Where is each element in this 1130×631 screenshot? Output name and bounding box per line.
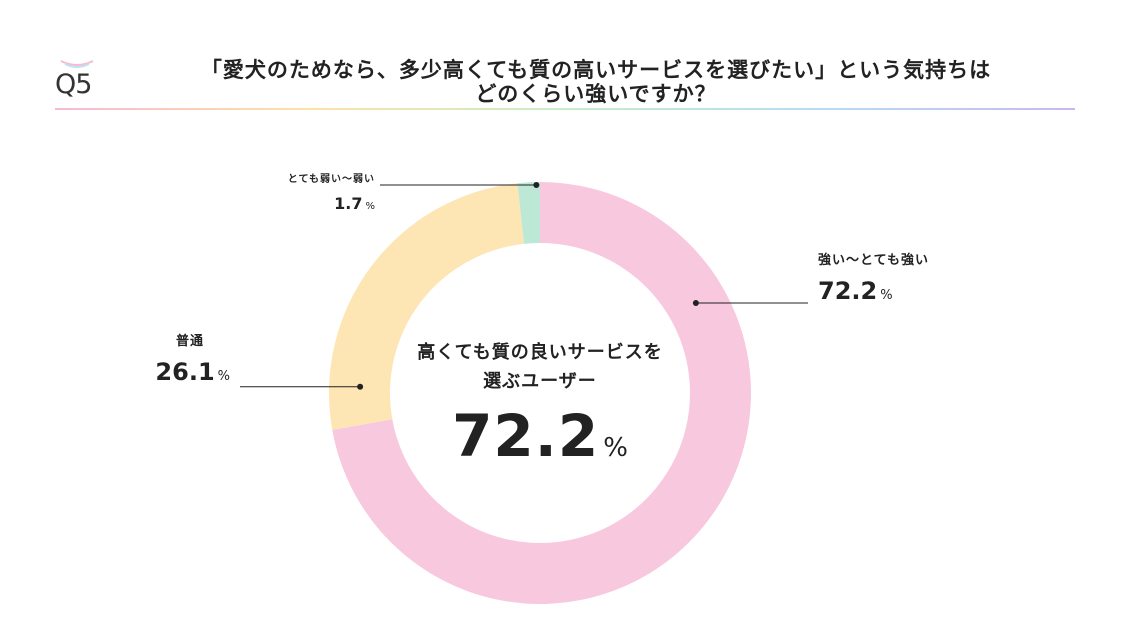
donut-slice-weak	[517, 182, 540, 244]
slice-name-neutral: 普通	[175, 334, 204, 349]
question-header: Q5 「愛犬のためなら、多少高くても質の高いサービスを選びたい」という気持ちは …	[55, 55, 1075, 111]
question-title-line2: どのくらい強いですか？	[475, 82, 717, 106]
slice-value-strong: 72.2%	[818, 277, 929, 305]
center-value-unit: %	[603, 433, 628, 463]
leader-dot-weak	[533, 182, 540, 189]
slice-number-neutral: 26.1	[155, 358, 215, 386]
slice-name-strong: 強い～とても強い	[818, 253, 929, 268]
question-title: 「愛犬のためなら、多少高くても質の高いサービスを選びたい」という気持ちは どのく…	[117, 58, 1075, 106]
center-value-number: 72.2	[452, 402, 600, 470]
slice-label-strong: 強い～とても強い 72.2%	[818, 249, 929, 305]
center-caption-line2: 選ぶユーザー	[483, 371, 597, 392]
center-summary: 高くても質の良いサービスを 選ぶユーザー 72.2%	[390, 338, 690, 470]
slice-number-strong: 72.2	[818, 277, 878, 305]
center-value: 72.2%	[390, 402, 690, 470]
question-badge: Q5	[55, 59, 99, 107]
slice-number-weak: 1.7	[334, 194, 363, 213]
gradient-divider	[55, 108, 1075, 110]
slice-label-neutral: 普通 26.1%	[150, 330, 230, 386]
leader-dot-strong	[692, 300, 699, 306]
slice-unit-weak: %	[365, 201, 375, 212]
slice-unit-neutral: %	[217, 369, 230, 384]
center-caption: 高くても質の良いサービスを 選ぶユーザー	[390, 338, 690, 396]
slice-value-neutral: 26.1%	[150, 358, 230, 386]
slice-label-weak: とても弱い～弱い 1.7%	[240, 170, 375, 213]
center-caption-line1: 高くても質の良いサービスを	[417, 342, 663, 363]
slice-value-weak: 1.7%	[240, 194, 375, 213]
slice-unit-strong: %	[880, 288, 893, 303]
donut-slice-neutral	[329, 183, 525, 430]
leader-dot-neutral	[357, 383, 364, 390]
slice-name-weak: とても弱い～弱い	[287, 174, 375, 185]
question-title-line1: 「愛犬のためなら、多少高くても質の高いサービスを選びたい」という気持ちは	[200, 58, 992, 82]
arc-icon	[60, 60, 94, 68]
question-number: Q5	[55, 69, 92, 100]
